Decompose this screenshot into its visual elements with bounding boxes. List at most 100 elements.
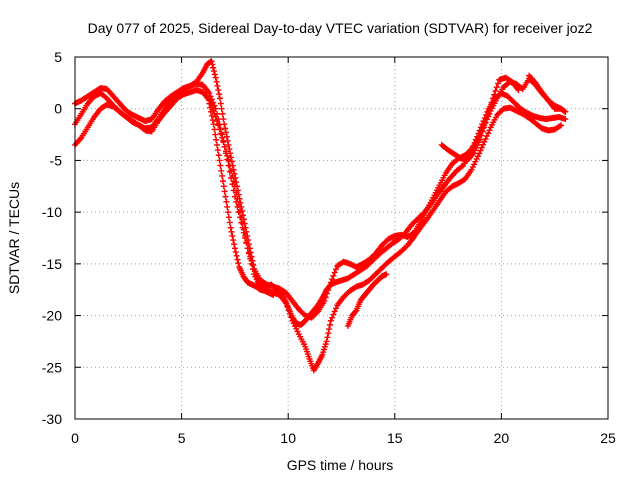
- data-point: [209, 117, 216, 124]
- data-point: [477, 136, 484, 143]
- x-axis-label: GPS time / hours: [287, 457, 394, 473]
- data-point: [324, 334, 331, 341]
- data-point: [219, 172, 226, 179]
- data-point: [488, 99, 495, 106]
- series-3: [72, 75, 565, 321]
- data-point: [483, 116, 490, 123]
- data-point: [225, 209, 232, 216]
- data-point: [492, 87, 499, 94]
- data-point: [284, 303, 291, 310]
- data-point: [210, 64, 217, 71]
- chart-title: Day 077 of 2025, Sidereal Day-to-day VTE…: [88, 20, 593, 36]
- data-point: [212, 105, 219, 112]
- data-point: [212, 131, 219, 138]
- data-point: [228, 228, 235, 235]
- data-point: [489, 95, 496, 102]
- data-point: [248, 257, 255, 264]
- data-point: [235, 209, 242, 216]
- data-point: [215, 87, 222, 94]
- data-point: [480, 124, 487, 131]
- data-point: [219, 131, 226, 138]
- data-point: [216, 157, 223, 164]
- data-point: [213, 78, 220, 85]
- data-point: [562, 116, 569, 123]
- data-point: [483, 133, 490, 140]
- data-point: [217, 100, 224, 107]
- data-point: [223, 198, 230, 205]
- data-point: [229, 232, 236, 239]
- x-tick-label: 15: [387, 430, 403, 446]
- data-point: [221, 188, 228, 195]
- data-point: [207, 104, 214, 111]
- y-tick-label: -15: [42, 256, 62, 272]
- data-point: [227, 224, 234, 231]
- data-point: [224, 203, 231, 210]
- data-point: [222, 150, 229, 157]
- data-point: [234, 203, 241, 210]
- data-point: [225, 141, 232, 148]
- data-point: [324, 290, 331, 297]
- data-point: [211, 102, 218, 109]
- data-point: [228, 167, 235, 174]
- data-point: [493, 84, 500, 91]
- data-point: [323, 338, 330, 345]
- data-point: [211, 68, 218, 75]
- data-point: [231, 193, 238, 200]
- data-point: [235, 260, 242, 267]
- data-point: [325, 286, 332, 293]
- data-point: [220, 116, 227, 123]
- data-point: [326, 321, 333, 328]
- data-point: [474, 153, 481, 160]
- data-point: [484, 111, 491, 118]
- data-point: [332, 266, 339, 273]
- data-point: [244, 245, 251, 252]
- data-point: [486, 127, 493, 134]
- data-point: [243, 240, 250, 247]
- data-point: [216, 91, 223, 98]
- data-point: [210, 99, 217, 106]
- data-point: [215, 152, 222, 159]
- x-tick-label: 20: [494, 430, 510, 446]
- data-point: [229, 181, 236, 188]
- data-point: [245, 249, 252, 256]
- data-point: [208, 108, 215, 115]
- data-point: [556, 123, 563, 130]
- data-point: [239, 224, 246, 231]
- points-layer: [72, 58, 569, 374]
- data-point: [331, 308, 338, 315]
- data-point: [562, 108, 569, 115]
- y-tick-label: -20: [42, 308, 62, 324]
- data-point: [222, 193, 229, 200]
- data-point: [327, 317, 334, 324]
- series-7: [526, 72, 569, 115]
- data-point: [220, 183, 227, 190]
- ticks-layer: 0 5 10 15 20 25 5 0 -5 -10 -15 -20 -25 -30: [42, 49, 616, 446]
- data-point: [487, 103, 494, 110]
- data-point: [330, 272, 337, 279]
- data-point: [481, 138, 488, 145]
- data-point: [208, 96, 215, 103]
- data-point: [285, 307, 292, 314]
- x-tick-label: 25: [600, 430, 616, 446]
- data-point: [217, 126, 224, 133]
- data-point: [329, 314, 336, 321]
- x-tick-label: 10: [280, 430, 296, 446]
- data-point: [233, 252, 240, 259]
- data-point: [217, 162, 224, 169]
- data-point: [212, 74, 219, 81]
- data-point: [482, 120, 489, 127]
- data-point: [478, 132, 485, 139]
- data-point: [476, 150, 483, 157]
- data-point: [331, 269, 338, 276]
- series-5: [344, 271, 390, 329]
- data-point: [232, 249, 239, 256]
- data-point: [213, 141, 220, 148]
- data-point: [313, 309, 320, 316]
- data-point: [558, 122, 565, 129]
- data-point: [222, 125, 229, 132]
- data-point: [329, 276, 336, 283]
- data-point: [221, 143, 228, 150]
- y-tick-label: 0: [54, 101, 62, 117]
- data-point: [486, 107, 493, 114]
- data-point: [216, 121, 223, 128]
